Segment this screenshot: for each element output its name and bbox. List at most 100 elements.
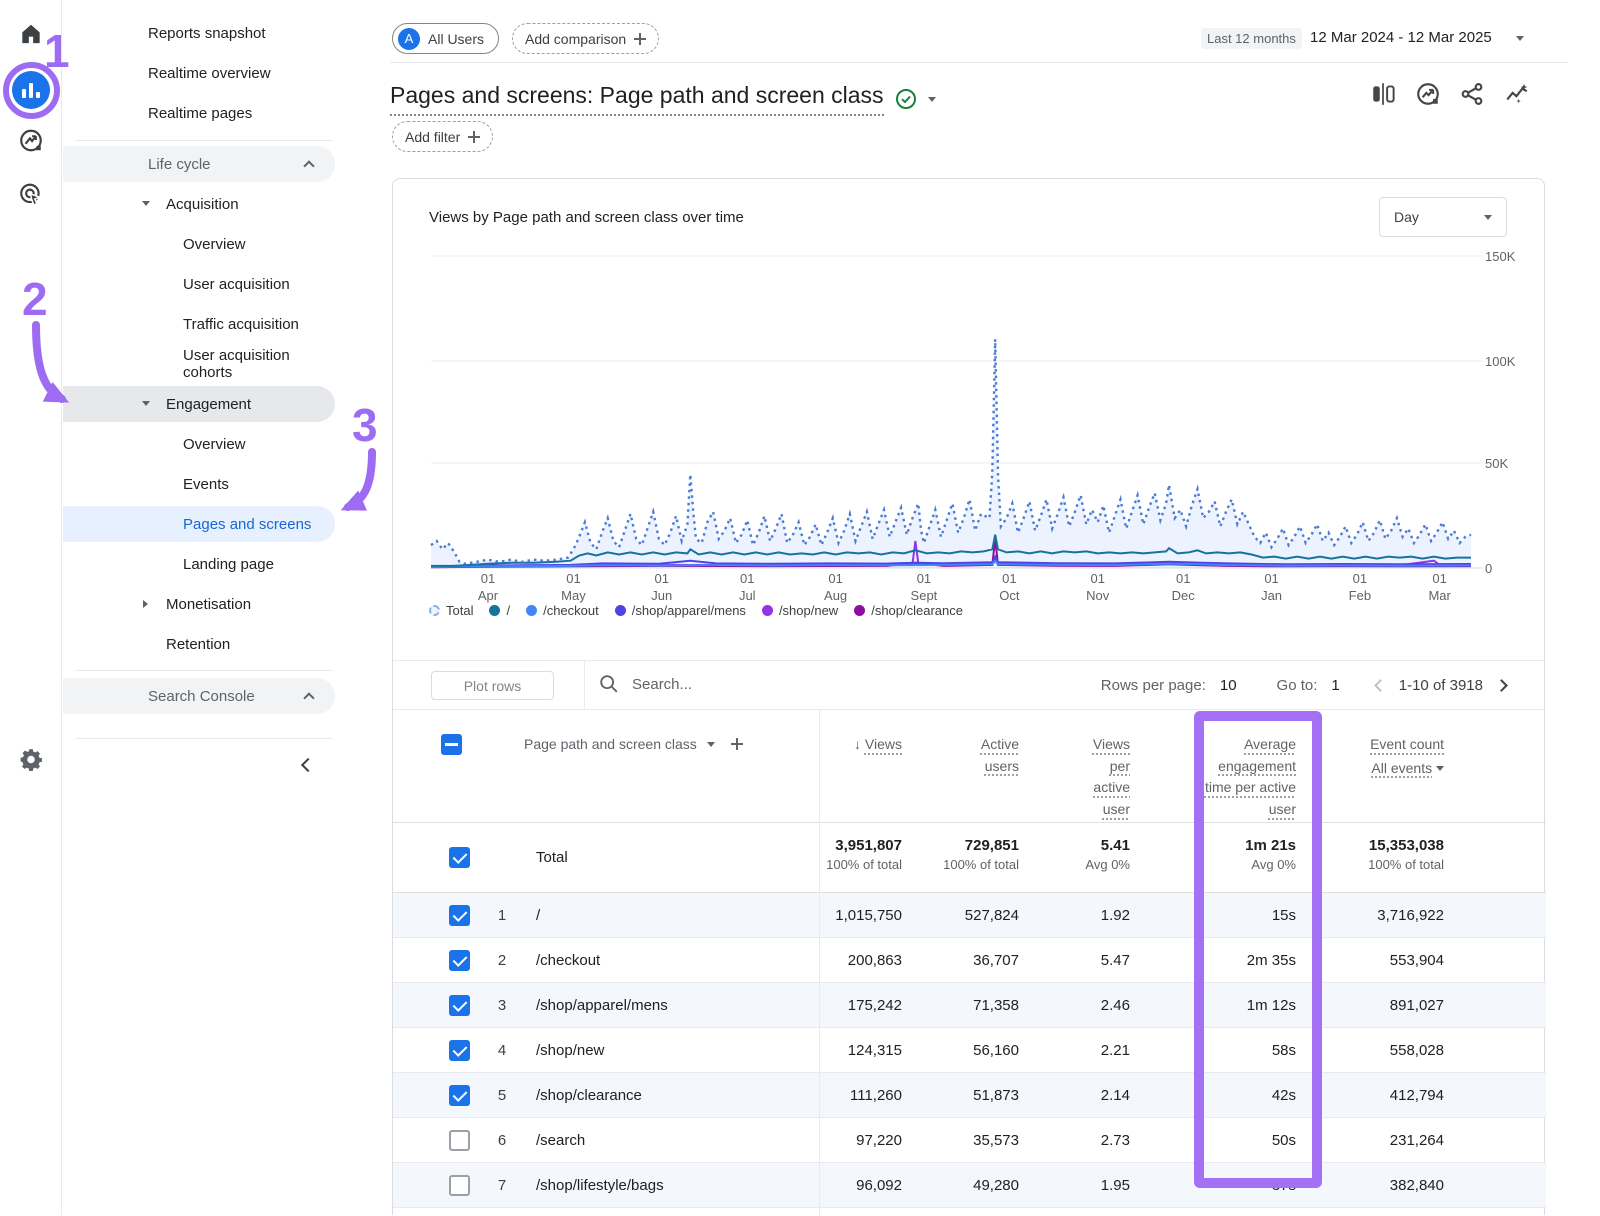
metric-cell: 1.95	[1100, 1177, 1130, 1194]
metric-cell: 553,904	[1389, 952, 1444, 969]
row-checkbox[interactable]	[449, 905, 470, 926]
add-dimension-icon[interactable]	[730, 738, 743, 750]
table-row[interactable]: 6/search 97,220 35,573 2.73 50s 231,264	[393, 1118, 1546, 1163]
sidebar-item-landing-page[interactable]: Landing page	[63, 546, 335, 582]
insights-sparkline-icon[interactable]	[1504, 81, 1530, 107]
sidebar-item-label: Events	[183, 475, 229, 493]
next-page-icon[interactable]	[1495, 679, 1508, 692]
select-all-checkbox[interactable]	[441, 734, 462, 755]
svg-text:01: 01	[917, 571, 931, 586]
previous-page-icon[interactable]	[1373, 679, 1387, 692]
total-metric-cell: 3,951,807 100% of total	[826, 837, 902, 872]
metric-subheader-label[interactable]: All events	[1371, 759, 1433, 776]
compare-reports-icon[interactable]	[1370, 81, 1396, 107]
row-checkbox[interactable]	[449, 995, 470, 1016]
expand-caret-icon[interactable]	[142, 401, 150, 406]
title-chevron-down-icon[interactable]	[927, 96, 936, 102]
sidebar-item-events[interactable]: Events	[63, 466, 335, 502]
add-filter-button[interactable]: Add filter	[392, 121, 494, 152]
table-row[interactable]: 1 / 1,015,750 527,824 1.92 15s 3,716,922	[393, 893, 1546, 938]
metric-header-views[interactable]: ↓ Views	[752, 734, 902, 756]
chart-legend: Total / /checkout/shop/apparel/mens/shop/n…	[429, 603, 963, 618]
date-range-selector[interactable]: 12 Mar 2024 - 12 Mar 2025	[1310, 29, 1492, 46]
dimension-header[interactable]: Page path and screen class	[524, 736, 743, 752]
goto-value[interactable]: 1	[1331, 677, 1340, 694]
row-rank: 1	[497, 907, 507, 924]
metric-header-average-engagement-time-per-active-user[interactable]: Average engagement time per active user	[1192, 734, 1296, 821]
plot-rows-button[interactable]: Plot rows	[431, 671, 554, 700]
sidebar-item-retention[interactable]: Retention	[63, 626, 335, 662]
all-users-segment-chip[interactable]: A All Users	[392, 23, 500, 54]
metric-cell: 175,242	[847, 997, 902, 1014]
sidebar-item-life-cycle[interactable]: Life cycle	[63, 146, 335, 182]
metric-cell: 58s	[1271, 1042, 1296, 1059]
sidebar-item-monetisation[interactable]: Monetisation	[63, 586, 335, 622]
chevron-down-icon[interactable]	[1436, 766, 1444, 772]
row-checkbox[interactable]	[449, 1040, 470, 1061]
table-row[interactable]: 3/shop/apparel/mens 175,242 71,358 2.46 1m 1…	[393, 983, 1546, 1028]
svg-text:100K: 100K	[1485, 354, 1516, 369]
sidebar-item-acquisition[interactable]: Acquisition	[63, 186, 335, 222]
sidebar-item-user-acquisition[interactable]: User acquisition	[63, 266, 335, 302]
metric-header-active-users[interactable]: Active users	[959, 734, 1019, 777]
row-checkbox[interactable]	[449, 847, 470, 868]
sidebar-item-overview[interactable]: Overview	[63, 226, 335, 262]
add-comparison-button[interactable]: Add comparison	[512, 23, 660, 54]
rows-per-page-value[interactable]: 10	[1219, 677, 1237, 694]
settings-gear-icon[interactable]	[18, 747, 43, 777]
chevron-up-icon[interactable]	[303, 160, 315, 172]
sidebar-item-pages-and-screens[interactable]: Pages and screens	[63, 506, 335, 542]
metric-header-views-per-active-user[interactable]: Views per active user	[1070, 734, 1130, 821]
sidebar-item-user-acquisition-cohorts[interactable]: User acquisition cohorts	[63, 346, 335, 382]
legend-item-/checkout[interactable]: /checkout	[526, 603, 599, 618]
table-row[interactable]: 7/shop/lifestyle/bags 96,092 49,280 1.95 37s…	[393, 1163, 1546, 1208]
advertising-icon[interactable]	[18, 182, 44, 213]
metric-cell: 71,358	[973, 997, 1019, 1014]
share-icon[interactable]	[1459, 81, 1485, 107]
metric-cell: 2m 35s	[1246, 952, 1296, 969]
chevron-down-icon[interactable]	[706, 741, 715, 747]
legend-item-/shop/clearance[interactable]: /shop/clearance	[854, 603, 963, 618]
legend-item-/[interactable]: /	[489, 603, 510, 618]
sidebar-item-realtime-pages[interactable]: Realtime pages	[63, 95, 335, 131]
legend-dot-icon	[854, 605, 866, 616]
row-checkbox[interactable]	[449, 1130, 470, 1151]
metric-header-event-count[interactable]: Event count All events	[1284, 734, 1444, 779]
sidebar-item-reports-snapshot[interactable]: Reports snapshot	[63, 15, 335, 51]
legend-label: Total	[446, 603, 474, 618]
rows-per-page-label: Rows per page:	[1100, 677, 1206, 694]
sidebar-item-overview[interactable]: Overview	[63, 426, 335, 462]
svg-text:Jan: Jan	[1261, 588, 1282, 603]
row-checkbox[interactable]	[449, 1085, 470, 1106]
sidebar-item-search-console[interactable]: Search Console	[63, 678, 335, 714]
row-checkbox[interactable]	[449, 950, 470, 971]
sidebar-item-traffic-acquisition[interactable]: Traffic acquisition	[63, 306, 335, 342]
verified-check-icon[interactable]	[894, 87, 918, 111]
svg-text:Aug: Aug	[824, 588, 847, 603]
metric-cell: 111,260	[850, 1087, 902, 1104]
insights-circle-icon[interactable]	[1415, 81, 1441, 107]
search-placeholder: Search...	[632, 675, 693, 693]
legend-item-Total[interactable]: Total	[429, 603, 473, 618]
metric-header-label: Active users	[980, 736, 1019, 774]
sidebar-item-engagement[interactable]: Engagement	[63, 386, 335, 422]
legend-item-/shop/new[interactable]: /shop/new	[761, 603, 838, 618]
chevron-up-icon[interactable]	[303, 692, 315, 704]
home-icon[interactable]	[18, 22, 44, 53]
sidebar-item-realtime-overview[interactable]: Realtime overview	[63, 55, 335, 91]
row-checkbox[interactable]	[449, 1175, 470, 1196]
table-row[interactable]: 2/checkout 200,863 36,707 5.47 2m 35s 553,904	[393, 938, 1546, 983]
collapsed-caret-icon[interactable]	[143, 600, 148, 608]
reports-icon[interactable]	[11, 71, 50, 109]
expand-caret-icon[interactable]	[142, 201, 150, 206]
row-rank: 6	[497, 1132, 507, 1149]
legend-item-/shop/apparel/mens[interactable]: /shop/apparel/mens	[614, 603, 746, 618]
table-search[interactable]: Search...	[598, 673, 692, 695]
table-row[interactable]: 4/shop/new 124,315 56,160 2.21 58s 558,028	[393, 1028, 1546, 1073]
explore-icon[interactable]	[18, 128, 44, 159]
granularity-select[interactable]: Day	[1379, 197, 1507, 237]
metric-cell: 124,315	[847, 1042, 902, 1059]
chevron-down-icon[interactable]	[1516, 36, 1524, 41]
legend-label: /checkout	[543, 603, 599, 618]
table-row[interactable]: 5/shop/clearance 111,260 51,873 2.14 42s 412,…	[393, 1073, 1546, 1118]
